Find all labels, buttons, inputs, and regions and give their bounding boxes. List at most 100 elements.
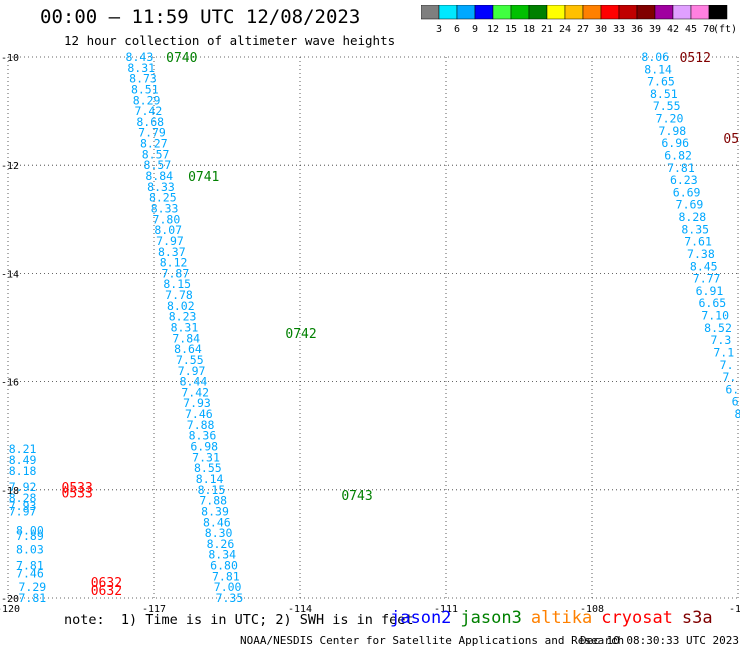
wave-height-point: 7.1 (713, 345, 734, 359)
wave-height-point: 7. (720, 358, 734, 372)
legend-label: 3 (436, 24, 442, 35)
legend-label: 24 (559, 24, 571, 35)
legend-label: 21 (541, 24, 553, 35)
wave-height-point: 7.46 (185, 407, 213, 421)
pass-time-label: 0632 (91, 584, 122, 599)
pass-time-label: 0533 (62, 481, 93, 496)
wave-height-point: 8.15 (163, 277, 191, 291)
wave-height-point: 6.65 (698, 296, 726, 310)
wave-height-point: 7.79 (138, 126, 166, 140)
legend-unit: (ft) (713, 24, 737, 35)
wave-height-point: 7.78 (165, 288, 193, 302)
wave-height-point: 8.34 (208, 548, 236, 562)
pass-time-label: 0632 (91, 576, 122, 591)
satellite-label-jason2: jason2 (390, 608, 452, 628)
wave-height-point: 7.98 (659, 124, 687, 138)
legend-label: 27 (577, 24, 589, 35)
wave-height-point: 8.73 (129, 72, 157, 86)
y-tick-label: -14 (1, 269, 19, 280)
wave-height-point: 7.35 (216, 591, 244, 605)
wave-height-point: 7.77 (693, 272, 721, 286)
color-scale-legend: 3 6 9 12 15 18 21 24 27 30 33 36 39 42 45 70(ft) (421, 5, 737, 35)
wave-height-point: 8.36 (189, 429, 217, 443)
x-tick-label: -117 (142, 604, 166, 615)
y-tick-label: -16 (1, 378, 19, 389)
y-tick-label: -12 (1, 161, 19, 172)
wave-height-point: 8.06 (641, 50, 669, 64)
x-tick-label: -111 (434, 604, 458, 615)
satellite-legend: jason2 jason3 altika cryosat s3a (390, 608, 722, 628)
wave-height-point: 7.89 (16, 529, 44, 543)
wave-height-point: 7.31 (192, 450, 220, 464)
x-tick-label: -10 (729, 604, 740, 615)
x-tick-label: -114 (288, 604, 312, 615)
wave-height-point: 7.81 (18, 591, 46, 605)
credit-date: Dec 10 08:30:33 UTC 2023 (580, 634, 739, 647)
wave-height-point: 6. (725, 382, 739, 396)
wave-height-point: 8.21 (9, 442, 37, 456)
wave-height-point: 8.33 (147, 180, 175, 194)
wave-height-point: 7.84 (172, 331, 200, 345)
legend-swatch (708, 5, 728, 20)
wave-height-point: 8.51 (131, 82, 159, 96)
wave-height-point: 8.31 (171, 321, 199, 335)
wave-height-point: 7.97 (156, 234, 184, 248)
wave-height-point: 7.3 (710, 333, 731, 347)
pass-time-label: 0743 (341, 489, 372, 504)
chart-subtitle: 12 hour collection of altimeter wave hei… (64, 33, 396, 48)
wave-height-point: 7.81 (16, 559, 44, 573)
wave-height-point: 8.57 (142, 147, 170, 161)
wave-height-point: 8.15 (198, 483, 226, 497)
wave-height-point: 8.30 (205, 526, 233, 540)
wave-height-point: 8.12 (160, 256, 188, 270)
satellite-label-s3a: s3a (681, 608, 713, 628)
wave-height-point: 8.28 (679, 210, 707, 224)
wave-height-point: 8.03 (16, 542, 44, 556)
wave-height-point: 6.82 (664, 148, 692, 162)
legend-label: 6 (454, 24, 460, 35)
wave-height-point: 8.00 (16, 523, 44, 537)
wave-height-point: 8.43 (126, 50, 154, 64)
wave-height-point: 8.14 (644, 62, 672, 76)
wave-height-point: 6.23 (670, 173, 698, 187)
legend-label: 18 (523, 24, 535, 35)
wave-height-point: 7. (723, 370, 737, 384)
footnote: note: 1) Time is in UTC; 2) SWH is in fe… (64, 612, 414, 628)
wave-height-point: 8.23 (169, 310, 197, 324)
wave-height-point: 8.45 (690, 259, 718, 273)
wave-height-point: 7.65 (647, 75, 675, 89)
wave-height-point: 8.57 (144, 158, 172, 172)
wave-height-point: 8.26 (207, 537, 235, 551)
pass-time-label: 0533 (62, 487, 93, 502)
pass-time-label: 051 (723, 132, 740, 147)
wave-height-point: 8.25 (149, 191, 177, 205)
wave-height-point: 8.18 (9, 464, 37, 478)
wave-height-point: 7.93 (183, 396, 211, 410)
wave-height-point: 7.81 (212, 569, 240, 583)
legend-label: 12 (487, 24, 499, 35)
wave-height-point: 6.98 (190, 440, 218, 454)
wave-height-point: 8.55 (194, 461, 222, 475)
wave-height-point: 8.64 (174, 342, 202, 356)
x-tick-label: -108 (580, 604, 604, 615)
credit-line: NOAA/NESDIS Center for Satellite Applica… (240, 634, 625, 647)
wave-height-point: 8.44 (180, 375, 208, 389)
wave-height-point: 7.61 (684, 235, 712, 249)
chart-title: 00:00 – 11:59 UTC 12/08/2023 (40, 6, 361, 28)
wave-height-point: 6.69 (673, 185, 701, 199)
y-tick-label: -18 (1, 486, 19, 497)
legend-label: 36 (631, 24, 643, 35)
pass-time-label: 0741 (188, 170, 219, 185)
wave-height-point: 7.93 (9, 499, 37, 513)
wave-height-point: 7.88 (187, 418, 215, 432)
pass-time-label: 0512 (680, 51, 711, 66)
wave-height-point: 8.28 (9, 491, 37, 505)
legend-label: 39 (649, 24, 661, 35)
wave-height-point: 7.80 (153, 212, 181, 226)
satellite-label-jason3: jason3 (460, 608, 522, 628)
wave-height-point: 6.80 (210, 559, 238, 573)
wave-height-point: 7.88 (199, 494, 227, 508)
wave-height-point: 8.14 (196, 472, 224, 486)
wave-height-point: 6.91 (696, 284, 724, 298)
wave-height-point: 8.46 (203, 515, 231, 529)
